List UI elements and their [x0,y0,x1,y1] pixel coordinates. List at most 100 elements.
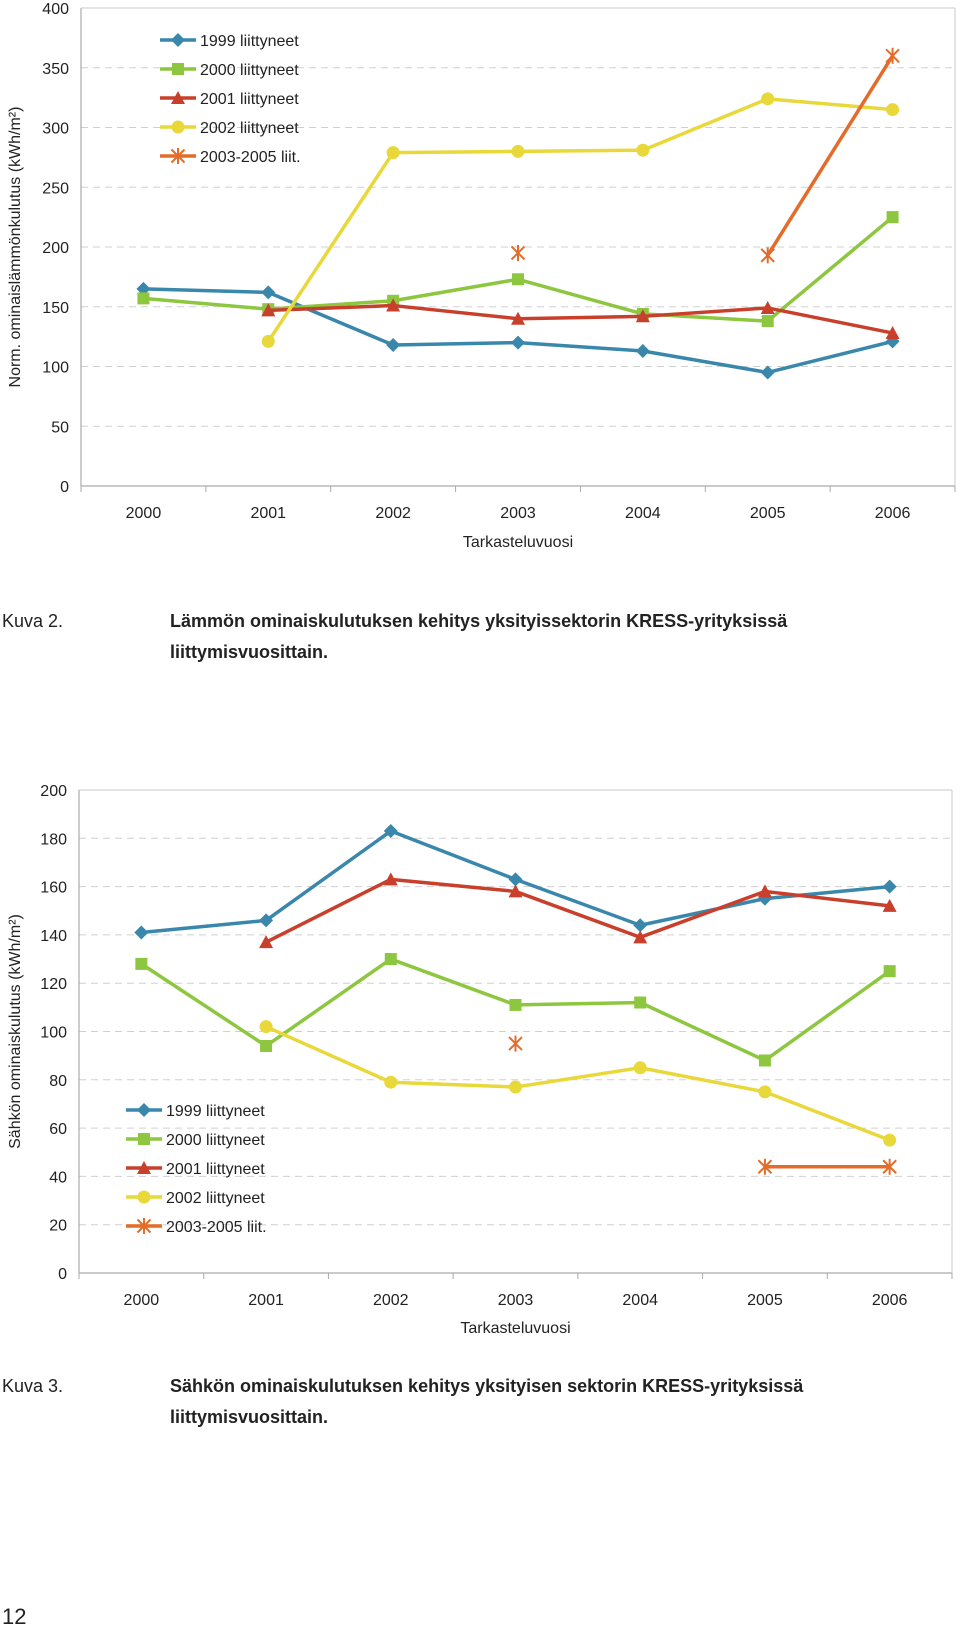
data-point [511,311,525,325]
legend-item: 2001 liittyneet [126,1161,265,1178]
data-point [883,1133,897,1147]
series-line [265,1025,891,1142]
data-point [261,285,276,300]
legend-item: 2002 liittyneet [126,1190,265,1207]
legend: 1999 liittyneet 2000 liittyneet 2001 liitt… [160,33,301,166]
heat-consumption-chart: 0 50 100 150 200 250 300 350 400 2000 2001 2002 2003… [7,1,956,551]
x-axis-title: Tarkasteluvuosi [463,534,573,551]
data-point [511,335,525,350]
data-point [886,103,900,117]
legend-label: 2001 liittyneet [200,91,299,108]
legend: 1999 liittyneet 2000 liittyneet 2001 liitt… [126,1103,267,1236]
legend-marker [172,63,184,75]
legend-marker [137,1161,151,1174]
series-line [266,97,893,343]
legend-marker [138,1133,150,1145]
data-point [261,303,276,317]
legend-label: 2000 liittyneet [166,1132,265,1149]
series-2002-liittyneet [259,1020,897,1147]
y-tick-label: 40 [49,1169,67,1186]
data-point [137,292,150,305]
y-tick-label: 200 [42,240,69,257]
y-tick-label: 50 [51,419,69,436]
data-point [511,144,525,158]
series-2003-2005-liit- [510,47,900,264]
data-point [134,925,149,940]
data-point [259,1020,273,1034]
legend-marker [171,120,185,134]
legend-item: 2003-2005 liit. [160,148,301,166]
series-2000-liittyneet [135,953,896,1067]
series-2003-2005-liit- [508,1035,897,1175]
legend-item: 2000 liittyneet [126,1132,265,1149]
y-tick-label: 60 [49,1121,67,1138]
y-tick-labels: 0 20 40 60 80 100 120 140 160 180 200 [40,783,67,1283]
legend-item: 1999 liittyneet [160,33,299,50]
legend-marker [171,91,185,104]
data-point [383,824,398,839]
data-point [758,1085,772,1099]
y-tick-labels: 0 50 100 150 200 250 300 350 400 [42,1,69,496]
data-point [384,1075,398,1089]
x-tick-label: 2005 [750,505,786,522]
data-point [882,898,897,912]
data-point [886,211,899,224]
x-tick-label: 2004 [625,505,661,522]
data-point [761,315,774,328]
data-point [633,930,648,944]
x-tick-label: 2002 [375,505,411,522]
data-point [510,244,526,261]
data-point [386,298,401,312]
x-tick-label: 2005 [747,1292,783,1309]
series-2001-liittyneet [261,298,900,340]
data-point [633,918,648,933]
data-point [757,884,772,898]
data-point [633,1061,647,1075]
x-tick-label: 2000 [126,505,162,522]
data-point [384,953,397,966]
legend-marker [137,1190,151,1204]
data-point [508,884,523,898]
y-tick-label: 0 [58,1266,67,1283]
legend-marker [170,148,186,164]
y-tick-label: 250 [42,180,69,197]
legend-item: 2002 liittyneet [160,120,299,137]
legend-label: 1999 liittyneet [166,1103,265,1120]
series-2002-liittyneet [261,92,900,348]
data-point [760,247,775,264]
data-point [259,913,274,928]
data-point [260,1039,273,1052]
x-tick-label: 2003 [498,1292,534,1309]
legend-item: 2003-2005 liit. [126,1218,267,1236]
data-point [136,281,151,296]
x-tick-label: 2004 [622,1292,658,1309]
data-point [634,996,647,1009]
series-line [265,877,890,944]
y-tick-label: 0 [60,479,69,496]
legend-label: 2000 liittyneet [200,62,299,79]
series-1999-liittyneet [136,281,900,380]
data-point [882,1158,897,1175]
y-tick-label: 200 [40,783,67,800]
y-tick-label: 140 [40,928,67,945]
data-point [760,365,775,380]
data-point [386,146,400,160]
x-tick-labels: 2000 2001 2002 2003 2004 2005 2006 [126,505,911,522]
x-tick-label: 2003 [500,505,536,522]
y-tick-label: 160 [40,880,67,897]
data-point [636,143,650,157]
y-tick-label: 150 [42,300,69,317]
x-axis-title: Tarkasteluvuosi [460,1320,570,1337]
y-tick-label: 100 [40,1025,67,1042]
y-tick-label: 20 [49,1218,67,1235]
data-point [757,1158,773,1175]
y-tick-label: 80 [49,1073,67,1090]
legend-label: 2003-2005 liit. [200,149,301,166]
y-tick-label: 300 [42,121,69,138]
caption-text: Sähkön ominaiskulutuksen kehitys yksityi… [170,1376,804,1427]
series-1999-liittyneet [134,824,897,940]
y-tick-label: 120 [40,976,67,993]
data-point [882,879,897,894]
data-point [635,343,650,358]
data-point [135,957,148,970]
